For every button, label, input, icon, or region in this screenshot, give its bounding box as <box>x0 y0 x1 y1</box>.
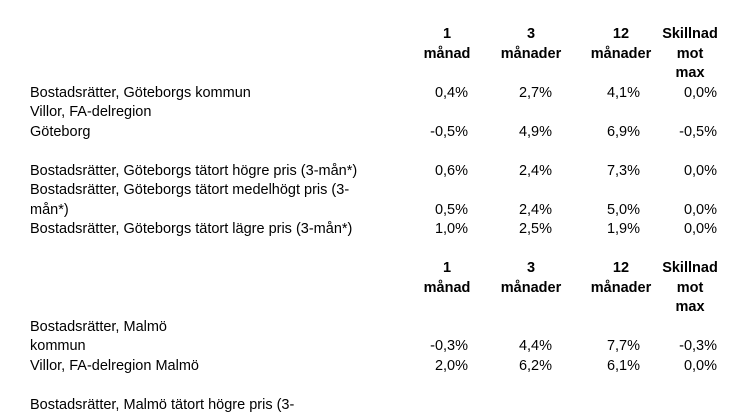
cell-value: -0,5% <box>430 123 468 140</box>
column-header: 12 <box>612 26 630 42</box>
cell-value: 2,4% <box>518 201 552 218</box>
column-header: månader <box>590 279 652 296</box>
row-label: Bostadsrätter, Göteborgs tätort lägre pr… <box>30 221 353 237</box>
row-label: Bostadsrätter, Malmö tätort högre pris (… <box>30 396 295 413</box>
column-header: Skillnad <box>662 260 718 276</box>
column-header: månader <box>500 45 562 62</box>
column-header: 1 <box>442 26 452 42</box>
row-label: Villor, FA-delregion <box>30 104 152 120</box>
cell-value: 4,9% <box>518 123 552 140</box>
row-label: Villor, FA-delregion Malmö <box>30 357 199 374</box>
column-header: mot <box>676 45 704 62</box>
cell-value: 1,0% <box>434 221 468 237</box>
column-header: max <box>675 299 705 315</box>
row-label: Bostadsrätter, Malmö <box>30 318 167 335</box>
column-header: månad <box>423 45 471 62</box>
cell-value: 0,0% <box>683 357 717 374</box>
column-header: mot <box>676 279 704 296</box>
column-header: månad <box>423 279 471 296</box>
cell-value: 0,4% <box>434 84 468 101</box>
row-label: Bostadsrätter, Göteborgs tätort högre pr… <box>30 162 358 179</box>
column-header: max <box>675 65 705 81</box>
cell-value: 2,5% <box>518 221 552 237</box>
cell-value: 4,4% <box>518 338 552 354</box>
cell-value: 6,2% <box>518 357 552 374</box>
row-label: Bostadsrätter, Göteborgs kommun <box>30 84 251 101</box>
row-label: Göteborg <box>30 123 91 140</box>
cell-value: -0,3% <box>430 338 468 354</box>
column-header: 1 <box>442 260 452 276</box>
cell-value: 0,6% <box>434 162 468 179</box>
cell-value: 0,0% <box>683 162 717 179</box>
cell-value: 7,7% <box>606 338 640 354</box>
row-label: kommun <box>30 338 86 354</box>
cell-value: -0,3% <box>679 338 717 354</box>
cell-value: 2,4% <box>518 162 552 179</box>
cell-value: 0,0% <box>683 84 717 101</box>
cell-value: 7,3% <box>606 162 640 179</box>
column-header: 3 <box>526 26 536 42</box>
cell-value: 2,7% <box>518 84 552 101</box>
cell-value: -0,5% <box>679 123 717 140</box>
cell-value: 1,9% <box>606 221 640 237</box>
cell-value: 2,0% <box>434 357 468 374</box>
cell-value: 0,0% <box>683 201 717 218</box>
column-header: månader <box>590 45 652 62</box>
cell-value: 0,0% <box>683 221 717 237</box>
column-header: Skillnad <box>662 26 718 42</box>
column-header: 12 <box>612 260 630 276</box>
cell-value: 6,1% <box>606 357 640 374</box>
row-label: Bostadsrätter, Göteborgs tätort medelhög… <box>30 182 350 198</box>
cell-value: 5,0% <box>606 201 640 218</box>
cell-value: 6,9% <box>606 123 640 140</box>
column-header: månader <box>500 279 562 296</box>
cell-value: 4,1% <box>606 84 640 101</box>
cell-value: 0,5% <box>434 201 468 218</box>
row-label: mån*) <box>30 201 69 218</box>
column-header: 3 <box>526 260 536 276</box>
